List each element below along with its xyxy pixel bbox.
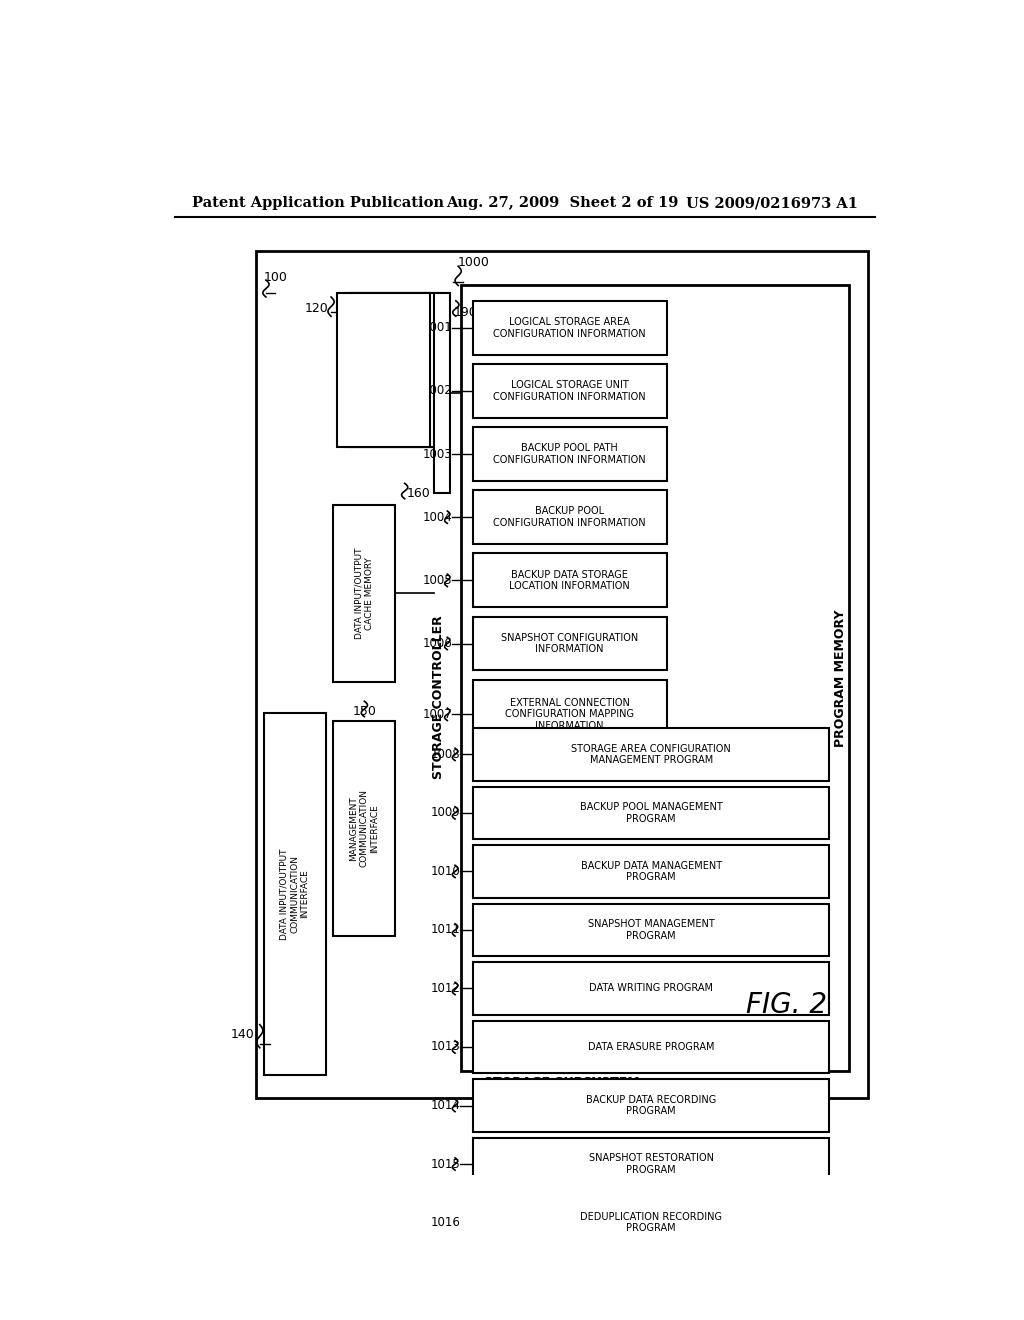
Bar (263, 713, 326, 1074)
Text: 120: 120 (304, 302, 328, 315)
Text: BACKUP POOL MANAGEMENT
PROGRAM: BACKUP POOL MANAGEMENT PROGRAM (580, 803, 723, 824)
Bar (337, 293, 430, 447)
Text: 1007: 1007 (423, 708, 453, 721)
Text: LOGICAL STORAGE UNIT
CONFIGURATION INFORMATION: LOGICAL STORAGE UNIT CONFIGURATION INFOR… (494, 380, 646, 401)
Text: Aug. 27, 2009  Sheet 2 of 19: Aug. 27, 2009 Sheet 2 of 19 (445, 197, 678, 210)
Text: FIG. 2: FIG. 2 (746, 991, 827, 1019)
Text: DEDUPLICATION RECORDING
PROGRAM: DEDUPLICATION RECORDING PROGRAM (581, 1212, 722, 1233)
Text: BACKUP POOL PATH
CONFIGURATION INFORMATION: BACKUP POOL PATH CONFIGURATION INFORMATI… (494, 444, 646, 465)
Text: STORAGE SUBSYSTEM: STORAGE SUBSYSTEM (484, 1076, 640, 1089)
Bar (351, 293, 444, 447)
Bar (473, 428, 667, 480)
Text: LOGICAL STORAGE AREA
CONFIGURATION INFORMATION: LOGICAL STORAGE AREA CONFIGURATION INFOR… (494, 317, 646, 339)
Text: STORAGE AREA CONFIGURATION
MANAGEMENT PROGRAM: STORAGE AREA CONFIGURATION MANAGEMENT PR… (571, 743, 731, 766)
Bar (473, 729, 829, 780)
Text: SNAPSHOT MANAGEMENT
PROGRAM: SNAPSHOT MANAGEMENT PROGRAM (588, 919, 715, 941)
Text: 1013: 1013 (430, 1040, 460, 1053)
Bar (473, 680, 667, 748)
Text: SNAPSHOT CONFIGURATION
INFORMATION: SNAPSHOT CONFIGURATION INFORMATION (501, 632, 638, 655)
Text: 100: 100 (263, 271, 288, 284)
Bar (344, 293, 437, 447)
Bar (473, 845, 829, 898)
Text: 1009: 1009 (430, 807, 460, 820)
Bar (334, 506, 395, 682)
Text: 1008: 1008 (430, 748, 460, 760)
Bar (461, 285, 849, 1071)
Text: 1000: 1000 (458, 256, 490, 269)
Text: 1014: 1014 (430, 1100, 460, 1111)
Bar (434, 293, 450, 494)
Text: STORAGE CONTROLLER: STORAGE CONTROLLER (431, 615, 444, 779)
Text: BACKUP POOL
CONFIGURATION INFORMATION: BACKUP POOL CONFIGURATION INFORMATION (494, 507, 646, 528)
Text: SNAPSHOT RESTORATION
PROGRAM: SNAPSHOT RESTORATION PROGRAM (589, 1154, 714, 1175)
Text: 1016: 1016 (430, 1216, 460, 1229)
Bar (473, 364, 667, 418)
Bar (473, 301, 667, 355)
Text: BACKUP DATA MANAGEMENT
PROGRAM: BACKUP DATA MANAGEMENT PROGRAM (581, 861, 722, 882)
Bar (473, 787, 829, 840)
Text: 1011: 1011 (430, 924, 460, 936)
Bar (473, 616, 667, 671)
Text: 1001: 1001 (423, 321, 453, 334)
Bar (334, 721, 395, 936)
Bar (473, 904, 829, 956)
Text: 150: 150 (352, 705, 376, 718)
Bar (473, 1196, 829, 1249)
Text: 1004: 1004 (423, 511, 453, 524)
Bar (473, 553, 667, 607)
Bar (473, 490, 667, 544)
Text: MANAGEMENT
COMMUNICATION
INTERFACE: MANAGEMENT COMMUNICATION INTERFACE (349, 789, 379, 867)
Bar (473, 962, 829, 1015)
Text: 1003: 1003 (423, 447, 453, 461)
Bar (473, 1020, 829, 1073)
Text: 1010: 1010 (430, 865, 460, 878)
Text: DATA INPUT/OUTPUT
COMMUNICATION
INTERFACE: DATA INPUT/OUTPUT COMMUNICATION INTERFAC… (280, 847, 309, 940)
Text: US 2009/0216973 A1: US 2009/0216973 A1 (686, 197, 858, 210)
Text: 140: 140 (230, 1028, 254, 1041)
Bar (256, 251, 868, 1098)
Text: BACKUP DATA RECORDING
PROGRAM: BACKUP DATA RECORDING PROGRAM (586, 1094, 716, 1117)
Text: 1012: 1012 (430, 982, 460, 995)
Text: 1005: 1005 (423, 574, 453, 587)
Text: 1002: 1002 (423, 384, 453, 397)
Text: 1006: 1006 (423, 638, 453, 649)
Text: DATA WRITING PROGRAM: DATA WRITING PROGRAM (589, 983, 713, 994)
Bar (473, 1138, 829, 1191)
Text: DATA ERASURE PROGRAM: DATA ERASURE PROGRAM (588, 1041, 715, 1052)
Text: MAGNETIC
STORAGE DEVICE: MAGNETIC STORAGE DEVICE (338, 371, 429, 392)
Text: EXTERNAL CONNECTION
CONFIGURATION MAPPING
INFORMATION: EXTERNAL CONNECTION CONFIGURATION MAPPIN… (505, 698, 634, 731)
Bar (473, 1080, 829, 1131)
Text: 190: 190 (454, 306, 477, 319)
Text: BACKUP DATA STORAGE
LOCATION INFORMATION: BACKUP DATA STORAGE LOCATION INFORMATION (509, 569, 630, 591)
Text: PROGRAM MEMORY: PROGRAM MEMORY (834, 610, 847, 747)
Text: DATA INPUT/OUTPUT
CACHE MEMORY: DATA INPUT/OUTPUT CACHE MEMORY (354, 548, 374, 639)
Text: 160: 160 (407, 487, 431, 500)
Text: 1015: 1015 (430, 1158, 460, 1171)
Text: Patent Application Publication: Patent Application Publication (191, 197, 443, 210)
